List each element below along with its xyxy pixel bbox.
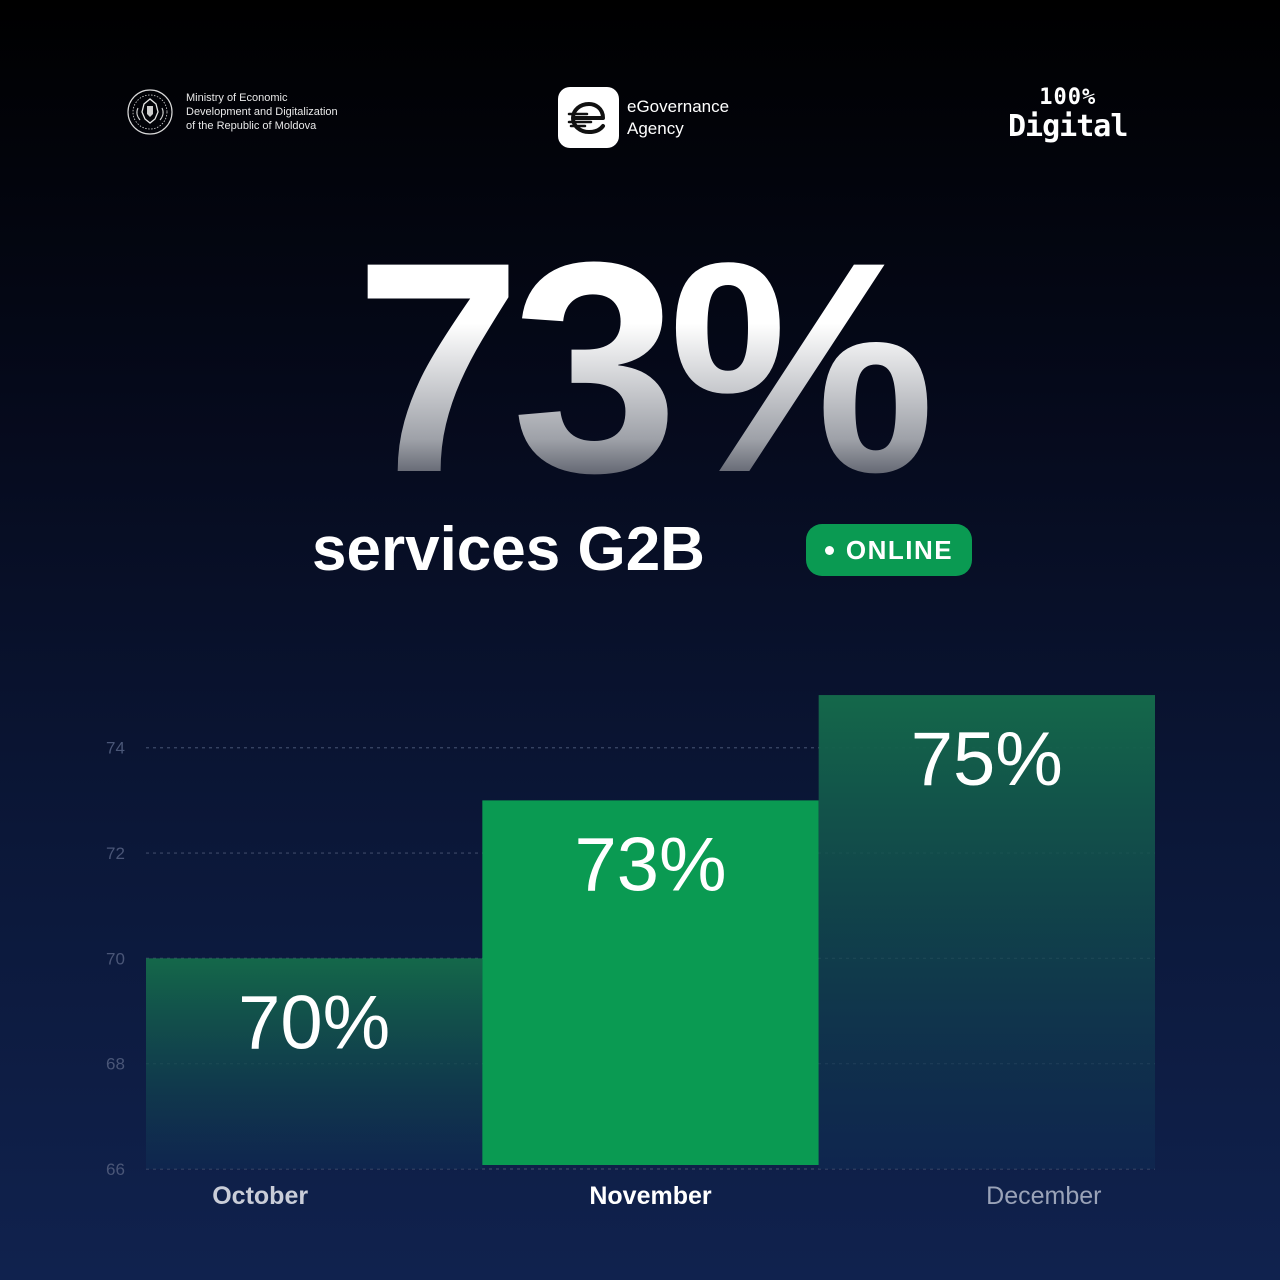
ministry-line-2: Development and Digitalization — [186, 106, 338, 118]
bar-october — [146, 958, 483, 1169]
hero-percentage: 73% — [0, 217, 1280, 517]
online-badge: ONLINE — [806, 524, 972, 576]
egov-logo-icon — [558, 87, 619, 148]
bar-december — [818, 695, 1155, 1169]
egov-line-2: Agency — [627, 118, 684, 138]
y-tick-label-72: 72 — [106, 844, 125, 863]
moldova-coat-of-arms-icon — [127, 89, 173, 135]
digital-logo-word: Digital — [1008, 109, 1128, 144]
digital-logo-percent: 100% — [1039, 85, 1097, 110]
digital-100-logo: 100% Digital — [1008, 85, 1128, 144]
ministry-name: Ministry of Economic Development and Dig… — [186, 91, 338, 133]
x-category-label-december: December — [986, 1182, 1101, 1210]
y-tick-label-66: 66 — [106, 1160, 125, 1179]
y-tick-label-68: 68 — [106, 1055, 125, 1074]
hero-subtitle: services G2B — [312, 515, 705, 584]
egov-name: eGovernance Agency — [627, 96, 729, 140]
online-badge-label: ONLINE — [845, 534, 954, 565]
bar-value-label-november: 73% — [574, 822, 726, 907]
bar-value-label-december: 75% — [911, 717, 1063, 802]
egov-logo-block: eGovernance Agency — [558, 87, 729, 148]
ministry-line-3: of the Republic of Moldova — [186, 120, 317, 132]
ministry-line-1: Ministry of Economic — [186, 92, 288, 104]
ministry-logo-block: Ministry of Economic Development and Dig… — [126, 88, 338, 136]
bar-november — [482, 800, 819, 1165]
x-category-label-october: October — [212, 1182, 308, 1210]
status-dot-icon — [824, 545, 834, 555]
y-tick-label-70: 70 — [106, 949, 125, 968]
bar-value-label-october: 70% — [238, 980, 390, 1065]
x-category-label-november: November — [589, 1182, 712, 1210]
header: Ministry of Economic Development and Dig… — [0, 0, 1280, 180]
y-tick-label-74: 74 — [106, 739, 125, 758]
egov-line-1: eGovernance — [627, 96, 730, 116]
